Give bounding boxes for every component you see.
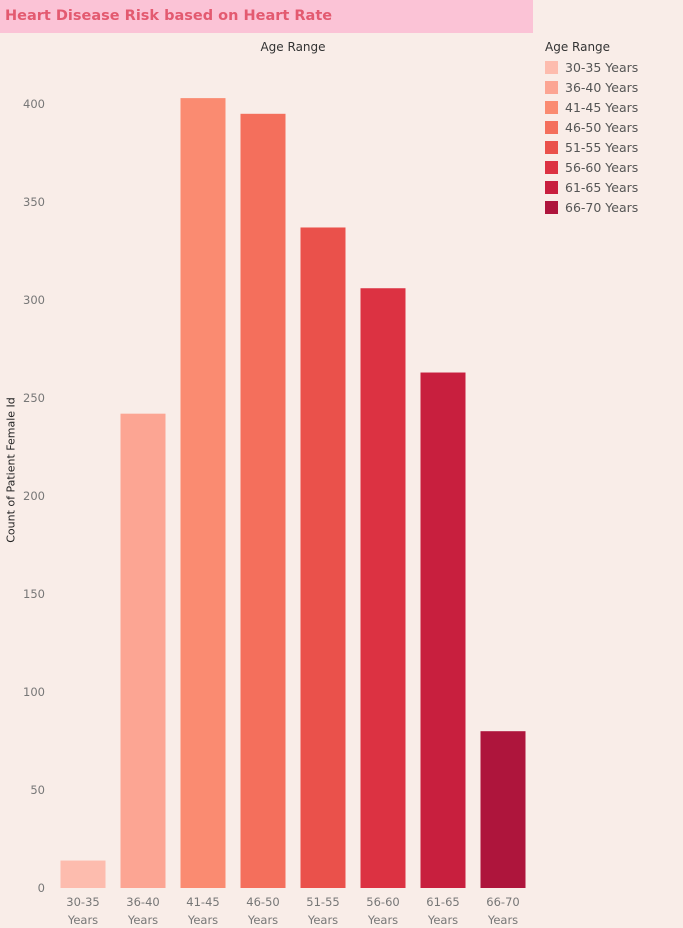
legend-item[interactable]: 66-70 Years xyxy=(545,197,638,217)
y-tick-label: 400 xyxy=(23,97,45,111)
x-tick-label: 46-50 Years xyxy=(246,895,279,927)
bar-61-65-years xyxy=(420,372,466,888)
bar-66-70-years xyxy=(480,731,526,888)
legend-swatch xyxy=(545,60,558,74)
legend-item[interactable]: 36-40 Years xyxy=(545,77,638,97)
x-tick-label: 56-60 Years xyxy=(366,895,399,927)
legend-title: Age Range xyxy=(545,40,611,54)
legend-item[interactable]: 41-45 Years xyxy=(545,97,638,117)
x-tick-label: 61-65 Years xyxy=(426,895,459,927)
legend-swatch xyxy=(545,160,558,174)
legend-label: 61-65 Years xyxy=(565,179,639,195)
bar-56-60-years xyxy=(360,288,406,888)
legend-label: 66-70 Years xyxy=(565,199,639,215)
x-tick-label: 66-70 Years xyxy=(486,895,519,927)
legend-item[interactable]: 61-65 Years xyxy=(545,177,638,197)
y-tick-label: 0 xyxy=(38,881,45,895)
legend-swatch xyxy=(545,200,558,214)
legend-label: 46-50 Years xyxy=(565,119,639,135)
x-tick-label: 51-55 Years xyxy=(306,895,339,927)
legend-swatch xyxy=(545,140,558,154)
legend-label: 30-35 Years xyxy=(565,59,639,75)
bar-chart: 0 50 100 150 200 250 300 350 400 30-35 Years 36-40 Y… xyxy=(23,97,526,927)
y-tick-label: 50 xyxy=(30,783,45,797)
y-tick-label: 300 xyxy=(23,293,45,307)
legend-item[interactable]: 30-35 Years xyxy=(545,57,638,77)
bar-46-50-years xyxy=(240,113,286,889)
y-tick-label: 250 xyxy=(23,391,45,405)
legend-swatch xyxy=(545,120,558,134)
bar-51-55-years xyxy=(300,227,346,889)
legend-swatch xyxy=(545,100,558,114)
legend-item[interactable]: 51-55 Years xyxy=(545,137,638,157)
bar-41-45-years xyxy=(180,98,226,889)
y-tick-label: 350 xyxy=(23,195,45,209)
legend-label: 36-40 Years xyxy=(565,79,639,95)
y-tick-label: 200 xyxy=(23,489,45,503)
legend-swatch xyxy=(545,80,558,94)
legend-item[interactable]: 56-60 Years xyxy=(545,157,638,177)
legend-swatch xyxy=(545,180,558,194)
y-tick-label: 150 xyxy=(23,587,45,601)
legend-label: 56-60 Years xyxy=(565,159,639,175)
y-tick-label: 100 xyxy=(23,685,45,699)
x-tick-label: 36-40 Years xyxy=(126,895,159,927)
chart-title: Heart Disease Risk based on Heart Rate xyxy=(5,8,333,24)
bar-36-40-years xyxy=(120,413,166,888)
legend: Age Range 30-35 Years 36-40 Years 41-45 Ye… xyxy=(545,40,638,217)
legend-item[interactable]: 46-50 Years xyxy=(545,117,638,137)
bar-30-35-years xyxy=(60,860,106,888)
legend-items: 30-35 Years 36-40 Years 41-45 Years 46-50 Y… xyxy=(545,57,638,217)
x-tick-label: 41-45 Years xyxy=(186,895,219,927)
column-header: Age Range xyxy=(260,40,326,54)
title-bar: Heart Disease Risk based on Heart Rate xyxy=(0,0,533,33)
legend-label: 41-45 Years xyxy=(565,99,639,115)
x-tick-label: 30-35 Years xyxy=(66,895,99,927)
legend-label: 51-55 Years xyxy=(565,139,639,155)
